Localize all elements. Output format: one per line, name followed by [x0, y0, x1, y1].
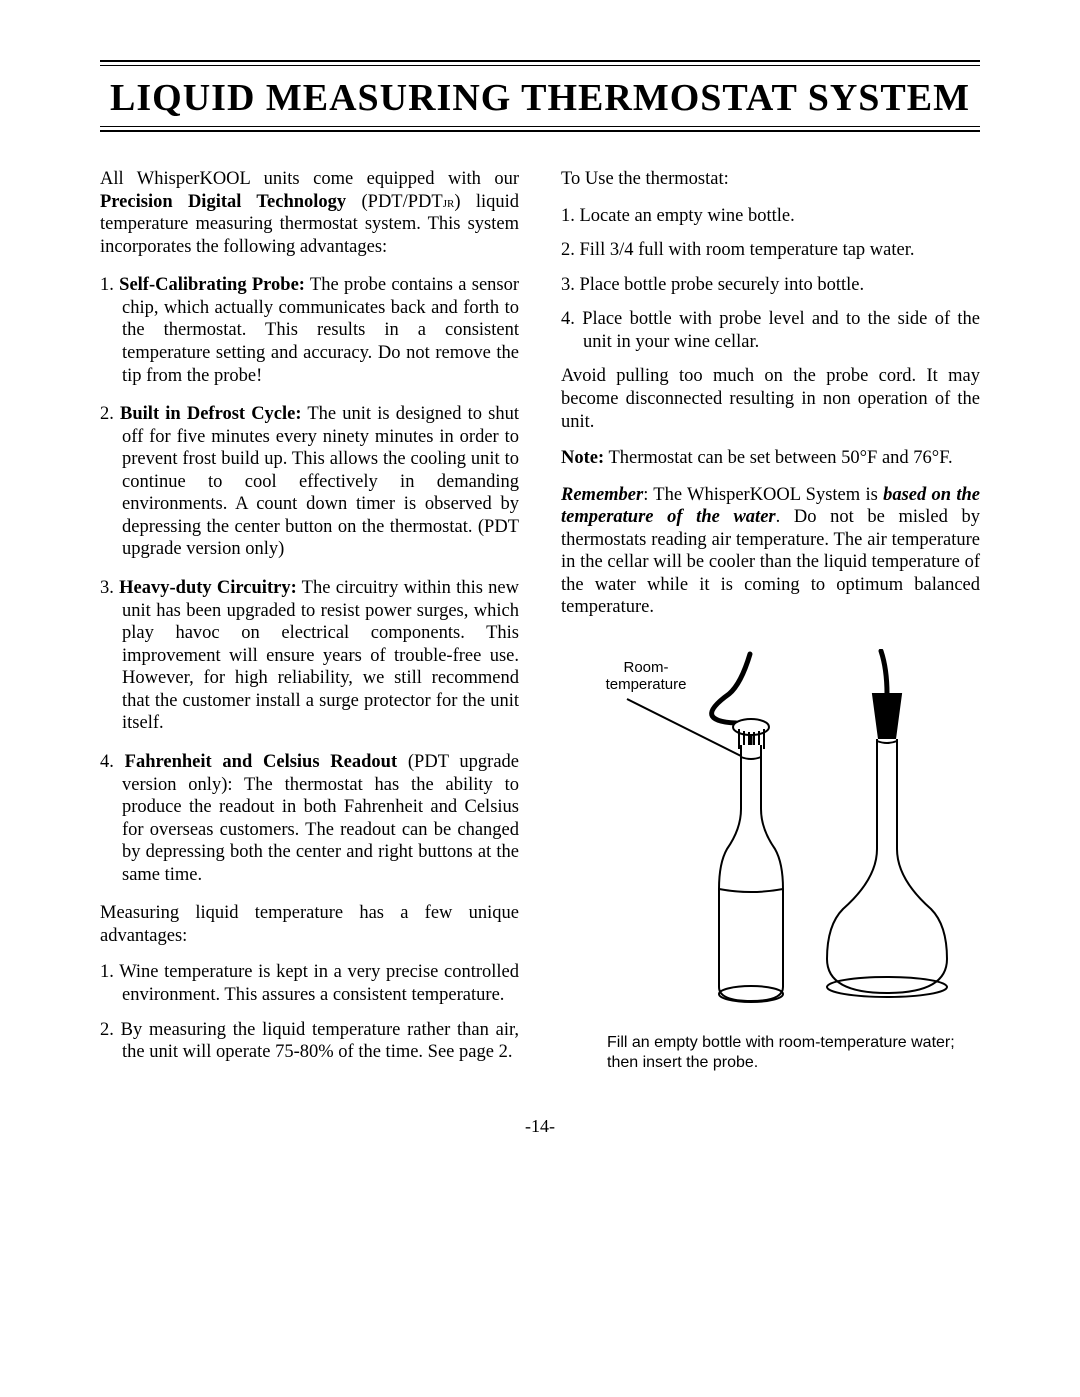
- rule-top-thick: [100, 60, 980, 62]
- remember-label: Remember: [561, 485, 643, 505]
- intro-pre: All WhisperKOOL units come equipped with…: [100, 169, 519, 189]
- step-num: 4.: [561, 309, 575, 329]
- feature-item: 3. Heavy-duty Circuitry: The circuitry w…: [100, 577, 519, 735]
- use-lead: To Use the thermostat:: [561, 168, 980, 191]
- adv-text: By measuring the liquid temperature rath…: [121, 1020, 519, 1063]
- advantages-list: 1. Wine temperature is kept in a very pr…: [100, 961, 519, 1063]
- step-item: 2. Fill 3/4 full with room temperature t…: [561, 239, 980, 262]
- rule-bot-thick: [100, 130, 980, 132]
- feature-text: The unit is designed to shut off for fiv…: [122, 404, 519, 559]
- page-title: LIQUID MEASURING THERMOSTAT SYSTEM: [100, 66, 980, 126]
- note-label: Note:: [561, 448, 604, 468]
- remember-mid: : The WhisperKOOL System is: [643, 485, 883, 505]
- advantage-item: 1. Wine temperature is kept in a very pr…: [100, 961, 519, 1006]
- page-number: -14-: [100, 1116, 980, 1137]
- features-list: 1. Self-Calibrating Probe: The probe con…: [100, 274, 519, 886]
- feature-num: 1.: [100, 275, 114, 295]
- diagram-caption: Fill an empty bottle with room-temperatu…: [561, 1033, 980, 1072]
- feature-num: 2.: [100, 404, 114, 424]
- note-text: Thermostat can be set between 50°F and 7…: [604, 448, 952, 468]
- avoid-paragraph: Avoid pulling too much on the probe cord…: [561, 365, 980, 433]
- step-text: Place bottle probe securely into bottle.: [580, 275, 865, 295]
- adv-text: Wine temperature is kept in a very preci…: [119, 962, 519, 1005]
- rule-bot-thin: [100, 126, 980, 127]
- intro-post-a: (PDT/PDT: [346, 192, 443, 212]
- diagram-label-l2: temperature: [605, 676, 686, 693]
- feature-item: 2. Built in Defrost Cycle: The unit is d…: [100, 403, 519, 561]
- diagram-label-l1: Room-: [623, 659, 668, 676]
- content-columns: All WhisperKOOL units come equipped with…: [100, 168, 980, 1076]
- note-paragraph: Note: Thermostat can be set between 50°F…: [561, 447, 980, 470]
- steps-list: 1. Locate an empty wine bottle. 2. Fill …: [561, 205, 980, 354]
- step-item: 1. Locate an empty wine bottle.: [561, 205, 980, 228]
- feature-item: 4. Fahrenheit and Celsius Readout (PDT u…: [100, 751, 519, 886]
- step-text: Fill 3/4 full with room temperature tap …: [580, 240, 915, 260]
- step-num: 1.: [561, 206, 575, 226]
- bottle-diagram: Room- temperature: [561, 649, 980, 1072]
- adv-num: 1.: [100, 962, 114, 982]
- intro-bold: Precision Digital Technology: [100, 192, 346, 212]
- feature-text: The circuitry within this new unit has b…: [122, 578, 519, 733]
- right-column: To Use the thermostat: 1. Locate an empt…: [561, 168, 980, 1076]
- advantages-lead: Measuring liquid temperature has a few u…: [100, 902, 519, 947]
- intro-jr: JR: [443, 194, 455, 211]
- feature-bold: Self-Calibrating Probe:: [119, 275, 305, 295]
- step-num: 3.: [561, 275, 575, 295]
- feature-bold: Fahrenheit and Celsius Readout: [125, 752, 397, 772]
- step-text: Locate an empty wine bottle.: [580, 206, 795, 226]
- feature-bold: Heavy-duty Circuitry:: [119, 578, 297, 598]
- remember-paragraph: Remember: The WhisperKOOL System is base…: [561, 484, 980, 619]
- feature-num: 3.: [100, 578, 114, 598]
- advantage-item: 2. By measuring the liquid temperature r…: [100, 1019, 519, 1064]
- feature-bold: Built in Defrost Cycle:: [120, 404, 302, 424]
- step-text: Place bottle with probe level and to the…: [582, 309, 980, 352]
- feature-item: 1. Self-Calibrating Probe: The probe con…: [100, 274, 519, 387]
- adv-num: 2.: [100, 1020, 114, 1040]
- step-num: 2.: [561, 240, 575, 260]
- step-item: 3. Place bottle probe securely into bott…: [561, 274, 980, 297]
- step-item: 4. Place bottle with probe level and to …: [561, 308, 980, 353]
- bottle-svg: Room- temperature: [591, 649, 951, 1019]
- intro-paragraph: All WhisperKOOL units come equipped with…: [100, 168, 519, 258]
- feature-num: 4.: [100, 752, 114, 772]
- left-column: All WhisperKOOL units come equipped with…: [100, 168, 519, 1076]
